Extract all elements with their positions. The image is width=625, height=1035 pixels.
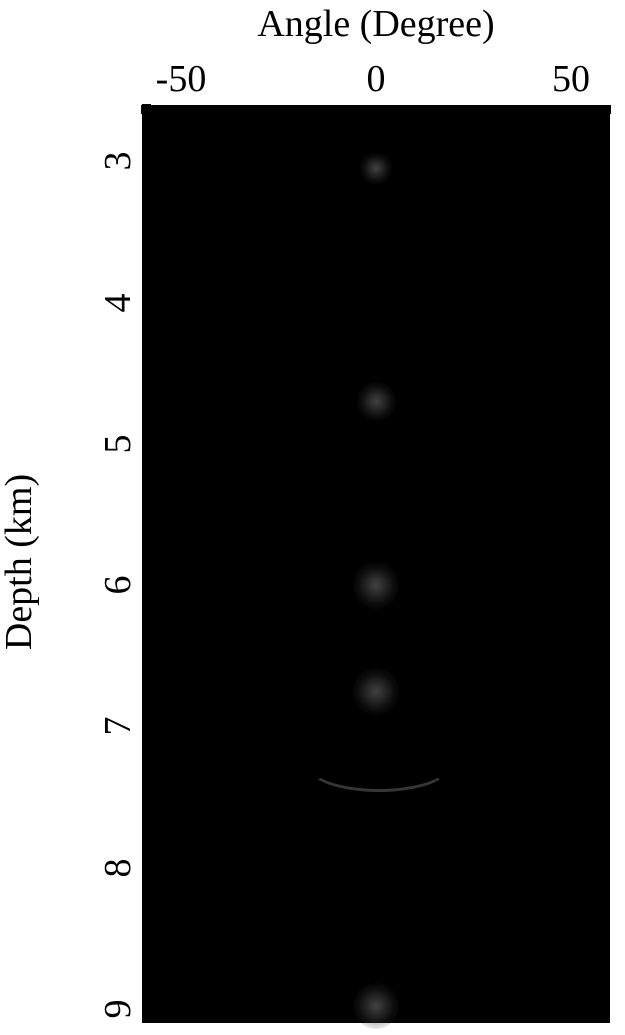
y-tick-major [142, 725, 158, 727]
y-tick-label: 7 [96, 706, 140, 746]
y-tick-major [142, 584, 158, 586]
y-tick-label: 4 [96, 283, 140, 323]
x-tick-label: -50 [156, 57, 207, 101]
y-tick-major [142, 443, 158, 445]
y-tick-minor [142, 132, 151, 134]
y-tick-minor [142, 528, 151, 530]
x-tick-major [375, 105, 377, 121]
y-tick-minor [142, 273, 151, 275]
y-tick-minor [142, 245, 151, 247]
x-tick-minor [297, 105, 299, 114]
y-tick-minor [142, 556, 151, 558]
y-tick-minor [142, 810, 151, 812]
figure: Angle (Degree) Depth (km) -50 0 50 3 4 5 6 7 8 9 [0, 0, 625, 1035]
x-tick-minor [453, 105, 455, 114]
y-tick-minor [142, 612, 151, 614]
image-feature-spot [357, 382, 396, 421]
image-feature-spot [353, 668, 400, 715]
x-tick-minor [531, 105, 533, 114]
image-feature-arc [306, 737, 452, 792]
y-tick-minor [142, 641, 151, 643]
y-tick-minor [142, 217, 151, 219]
y-tick-major [142, 867, 158, 869]
y-tick-label: 9 [96, 989, 140, 1029]
x-tick-minor [414, 105, 416, 114]
y-tick-minor [142, 471, 151, 473]
y-tick-label: 8 [96, 848, 140, 888]
image-feature-spot [360, 153, 391, 184]
y-tick-label: 3 [96, 141, 140, 181]
y-tick-label: 5 [96, 424, 140, 464]
y-tick-minor [142, 189, 151, 191]
x-tick-label: 50 [552, 57, 590, 101]
image-feature-spot [353, 562, 400, 609]
x-tick-minor [609, 105, 611, 114]
x-tick-minor [492, 105, 494, 114]
x-tick-minor [258, 105, 260, 114]
y-tick-minor [142, 838, 151, 840]
x-tick-major [180, 105, 182, 121]
y-tick-minor [142, 697, 151, 699]
x-tick-major [570, 105, 572, 121]
y-tick-minor [142, 104, 151, 106]
x-axis-title: Angle (Degree) [142, 2, 610, 46]
y-tick-major [142, 302, 158, 304]
x-tick-minor [219, 105, 221, 114]
y-tick-minor [142, 669, 151, 671]
x-tick-label: 0 [367, 57, 386, 101]
y-tick-minor [142, 782, 151, 784]
y-axis-title: Depth (km) [0, 103, 41, 1021]
y-tick-minor [142, 499, 151, 501]
y-tick-minor [142, 754, 151, 756]
y-tick-minor [142, 386, 151, 388]
y-tick-minor [142, 895, 151, 897]
y-tick-minor [142, 415, 151, 417]
x-tick-minor [141, 105, 143, 114]
y-tick-major [142, 1008, 158, 1010]
y-tick-label: 6 [96, 565, 140, 605]
x-tick-minor [336, 105, 338, 114]
y-tick-minor [142, 358, 151, 360]
y-tick-minor [142, 980, 151, 982]
y-tick-minor [142, 330, 151, 332]
y-tick-minor [142, 951, 151, 953]
y-tick-major [142, 160, 158, 162]
y-tick-minor [142, 923, 151, 925]
